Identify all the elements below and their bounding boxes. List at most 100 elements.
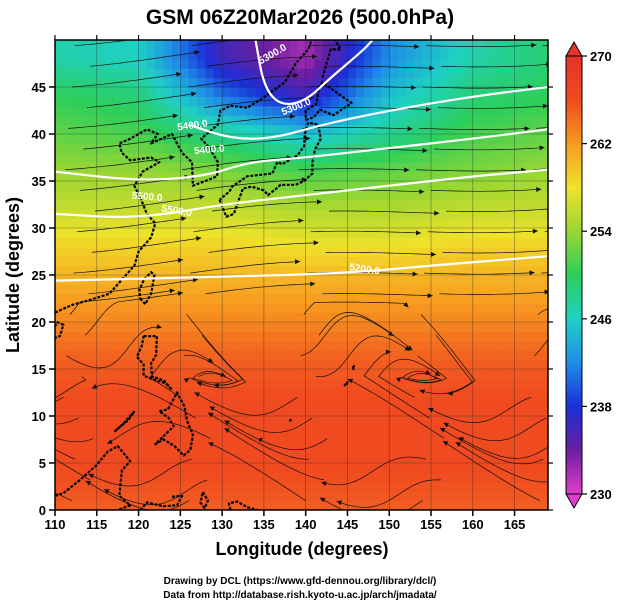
field-cell — [355, 115, 365, 126]
field-cell — [481, 49, 491, 60]
field-cell — [397, 96, 407, 107]
field-cell — [205, 115, 215, 126]
field-cell — [188, 87, 198, 97]
field-cell — [71, 463, 81, 473]
field-cell — [506, 96, 516, 107]
field-cell — [238, 190, 248, 201]
field-cell — [397, 209, 407, 220]
field-cell — [55, 425, 64, 436]
field-cell — [222, 218, 232, 229]
field-cell — [481, 500, 491, 510]
field-cell — [355, 378, 365, 389]
field-cell — [314, 406, 323, 417]
field-cell — [481, 378, 491, 389]
streamline-arrow — [85, 480, 92, 486]
field-cell — [372, 77, 382, 88]
field-cell — [163, 115, 173, 126]
field-cell — [481, 359, 491, 370]
field-cell — [330, 312, 340, 323]
field-cell — [205, 284, 215, 295]
streamline-arrow — [176, 71, 182, 77]
field-cell — [456, 115, 466, 126]
field-cell — [439, 58, 449, 69]
field-cell — [105, 500, 115, 510]
field-cell — [280, 378, 290, 389]
field-cell — [355, 481, 365, 492]
field-cell — [405, 425, 415, 436]
field-cell — [205, 481, 215, 492]
field-cell — [288, 500, 298, 510]
field-cell — [96, 359, 106, 370]
field-cell — [88, 105, 98, 116]
field-cell — [456, 275, 466, 285]
field-cell — [506, 453, 516, 464]
field-cell — [130, 303, 140, 314]
field-cell — [96, 500, 106, 510]
field-cell — [96, 199, 106, 210]
field-cell — [80, 491, 90, 502]
field-cell — [247, 425, 257, 436]
field-cell — [431, 246, 440, 257]
field-cell — [130, 199, 140, 210]
streamline — [442, 250, 548, 254]
field-cell — [205, 237, 215, 248]
field-cell — [188, 105, 198, 116]
field-cell — [414, 293, 424, 304]
field-cell — [263, 481, 273, 492]
field-cell — [230, 218, 240, 229]
field-cell — [121, 228, 131, 238]
streamline — [73, 259, 184, 274]
field-cell — [138, 434, 148, 445]
field-cell — [464, 246, 474, 257]
field-cell — [405, 322, 415, 332]
field-cell — [113, 115, 123, 126]
field-cell — [238, 143, 248, 154]
field-cell — [163, 359, 173, 370]
field-cell — [322, 171, 332, 182]
field-cell — [405, 500, 415, 510]
field-cell — [155, 96, 165, 107]
field-cell — [130, 152, 140, 163]
field-cell — [397, 481, 407, 492]
field-cell — [121, 491, 131, 502]
field-cell — [222, 171, 232, 182]
field-cell — [80, 134, 90, 144]
field-cell — [238, 434, 248, 445]
field-cell — [63, 387, 73, 398]
coastline-segment — [138, 271, 156, 306]
field-cell — [514, 96, 524, 107]
field-cell — [447, 87, 457, 97]
field-cell — [539, 453, 548, 464]
field-cell — [372, 87, 382, 97]
field-cell — [305, 96, 315, 107]
streamline — [446, 208, 548, 212]
field-cell — [347, 453, 357, 464]
field-cell — [113, 500, 123, 510]
field-cell — [472, 453, 482, 464]
streamline-arrow — [194, 50, 200, 55]
field-cell — [238, 218, 248, 229]
field-cell — [497, 143, 507, 154]
field-cell — [506, 124, 516, 135]
field-cell — [522, 322, 532, 332]
field-cell — [138, 228, 148, 238]
field-cell — [197, 96, 207, 107]
field-cell — [121, 463, 131, 473]
field-cell — [188, 256, 198, 267]
field-cell — [347, 190, 357, 201]
field-cell — [63, 87, 73, 97]
field-cell — [422, 472, 432, 483]
field-cell — [71, 425, 81, 436]
field-cell — [80, 500, 90, 510]
field-cell — [439, 275, 449, 285]
coastline-segment — [351, 365, 356, 371]
streamline — [302, 127, 413, 130]
field-cell — [405, 115, 415, 126]
field-cell — [130, 397, 140, 408]
field-cell — [464, 369, 474, 379]
field-cell — [88, 87, 98, 97]
field-cell — [63, 96, 73, 107]
field-cell — [113, 406, 123, 417]
field-cell — [297, 275, 307, 285]
field-cell — [263, 369, 273, 379]
